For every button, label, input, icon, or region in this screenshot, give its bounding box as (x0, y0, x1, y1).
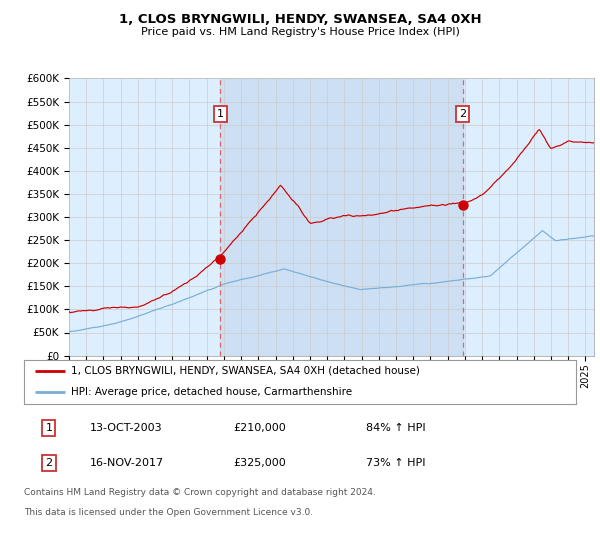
Text: 84% ↑ HPI: 84% ↑ HPI (366, 423, 426, 433)
Text: 2: 2 (45, 458, 52, 468)
Text: £325,000: £325,000 (234, 458, 287, 468)
Text: 73% ↑ HPI: 73% ↑ HPI (366, 458, 426, 468)
Text: This data is licensed under the Open Government Licence v3.0.: This data is licensed under the Open Gov… (24, 508, 313, 517)
Text: 1: 1 (217, 109, 224, 119)
Text: 13-OCT-2003: 13-OCT-2003 (90, 423, 163, 433)
Text: Contains HM Land Registry data © Crown copyright and database right 2024.: Contains HM Land Registry data © Crown c… (24, 488, 376, 497)
Text: 2: 2 (459, 109, 466, 119)
Text: 16-NOV-2017: 16-NOV-2017 (90, 458, 164, 468)
Text: 1, CLOS BRYNGWILI, HENDY, SWANSEA, SA4 0XH: 1, CLOS BRYNGWILI, HENDY, SWANSEA, SA4 0… (119, 13, 481, 26)
Text: HPI: Average price, detached house, Carmarthenshire: HPI: Average price, detached house, Carm… (71, 387, 352, 397)
Text: £210,000: £210,000 (234, 423, 287, 433)
Text: 1, CLOS BRYNGWILI, HENDY, SWANSEA, SA4 0XH (detached house): 1, CLOS BRYNGWILI, HENDY, SWANSEA, SA4 0… (71, 366, 420, 376)
Bar (220, 78, 463, 356)
Text: Price paid vs. HM Land Registry's House Price Index (HPI): Price paid vs. HM Land Registry's House … (140, 27, 460, 37)
Text: 1: 1 (46, 423, 52, 433)
